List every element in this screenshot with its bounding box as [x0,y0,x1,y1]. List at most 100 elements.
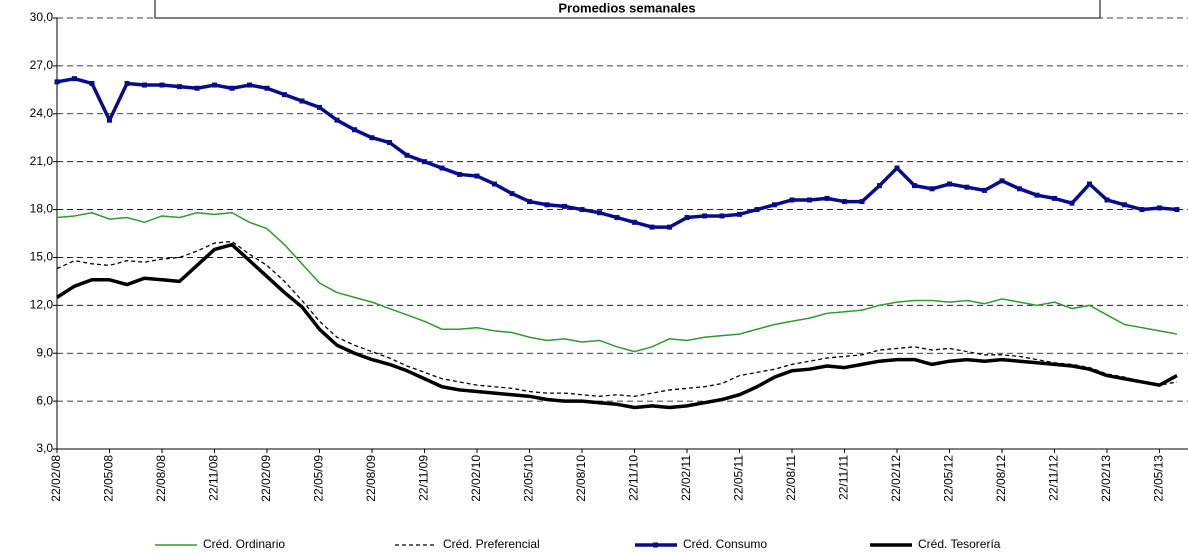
x-tick-label: 22/11/09 [417,455,431,501]
legend-label: Créd. Ordinario [203,537,285,551]
x-tick-label: 22/02/10 [469,455,483,502]
point [912,183,917,189]
x-tick-label: 22/11/08 [207,455,221,501]
point [1087,181,1092,187]
point [1034,192,1040,198]
x-tick-label: 22/05/12 [942,455,956,502]
point [422,159,427,165]
point [212,82,217,88]
point [492,181,497,187]
point [947,181,952,187]
x-tick-label: 22/08/08 [154,455,168,502]
point [1157,205,1162,211]
point [177,84,182,90]
point [1052,195,1057,201]
x-tick-label: 22/02/12 [889,455,903,502]
point [1122,202,1127,208]
point [772,202,777,208]
point [142,82,147,88]
point [264,85,270,91]
point [684,215,690,221]
point [894,165,900,171]
point [807,197,812,203]
x-tick-label: 22/05/13 [1152,455,1166,502]
y-tick-label: 18,0 [30,202,54,216]
x-tick-label: 22/05/09 [312,455,326,502]
point [597,210,602,216]
point [457,171,462,177]
legend-marker [653,542,658,548]
x-tick-label: 22/08/12 [994,455,1008,502]
point [527,199,532,205]
y-tick-label: 9,0 [36,345,53,359]
point [1017,186,1022,192]
point [667,224,672,230]
point [474,173,480,179]
y-tick-label: 21,0 [30,154,54,168]
x-tick-label: 22/02/09 [259,455,273,502]
legend-label: Créd. Tesorería [918,537,1001,551]
point [229,85,235,91]
point [964,184,970,190]
point [334,117,340,123]
x-tick-label: 22/05/08 [102,455,116,502]
x-tick-label: 22/11/12 [1047,455,1061,501]
point [632,219,637,225]
point [54,79,60,85]
point [509,191,515,197]
series-line [56,240,1178,397]
x-tick-label: 22/05/11 [732,455,746,501]
point [194,85,200,91]
x-tick-label: 22/02/13 [1099,455,1113,502]
x-tick-label: 22/08/09 [364,455,378,502]
x-tick-label: 22/11/11 [837,455,851,500]
x-tick-label: 22/11/10 [627,455,641,501]
point [159,82,165,88]
point [1104,197,1110,203]
point [352,127,357,133]
point [387,140,392,146]
point [982,187,987,193]
series-line [56,211,1178,353]
x-tick-label: 22/08/11 [784,455,798,501]
y-tick-label: 24,0 [30,106,54,120]
x-tick-label: 22/08/10 [574,455,588,502]
point [369,135,375,141]
point [614,215,620,221]
point [72,76,77,82]
point [649,224,655,230]
point [929,186,935,192]
point [89,80,95,86]
point [1069,200,1075,206]
point [247,82,252,88]
point [317,104,322,110]
point [1174,207,1180,213]
y-tick-label: 3,0 [36,441,53,455]
x-tick-label: 22/05/10 [522,455,536,502]
point [562,203,567,209]
legend-label: Créd. Consumo [683,537,767,551]
y-tick-label: 30,0 [30,10,54,24]
point [107,117,112,123]
point [544,202,550,208]
legend-label: Créd. Preferencial [443,537,540,551]
point [719,213,725,219]
point [439,165,445,171]
point [579,207,585,213]
point [824,195,830,201]
series-line [56,242,1178,410]
point [789,197,795,203]
y-tick-label: 15,0 [30,250,54,264]
point [282,92,287,98]
point [999,178,1005,184]
point [702,213,707,219]
x-tick-label: 22/02/08 [49,455,63,502]
chart-title: Promedios semanales [558,0,695,15]
point [1139,207,1145,213]
point [124,80,130,86]
y-tick-label: 12,0 [30,298,54,312]
point [754,207,760,213]
y-tick-label: 27,0 [30,58,54,72]
point [859,199,865,205]
